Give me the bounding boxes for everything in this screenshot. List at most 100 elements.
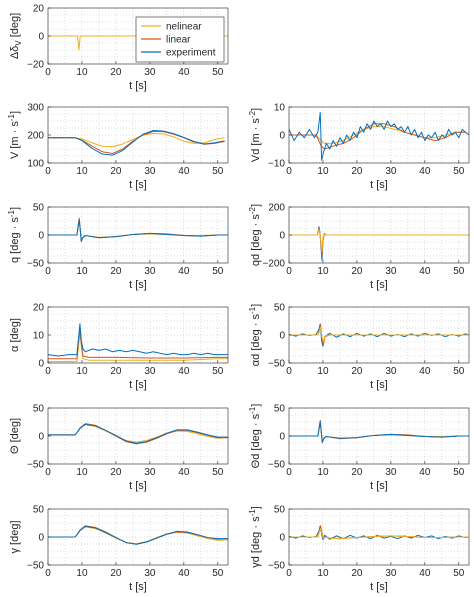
y-tick-label: 0 <box>38 432 44 443</box>
y-axis-label-sup: -1 <box>248 306 257 314</box>
x-axis-label: t [s] <box>370 279 388 291</box>
series-line-nelinear <box>289 228 469 253</box>
y-tick-label: 200 <box>27 131 44 142</box>
y-tick-label: 50 <box>274 505 286 516</box>
y-tick-label: 20 <box>33 4 45 15</box>
x-tick-label: 50 <box>453 467 465 478</box>
y-axis-label: γ [deg] <box>9 520 21 553</box>
subplot-5: 0 10 20 30 40 50 0 10 20 t [s] α [deg] <box>9 303 229 391</box>
y-tick-label: 300 <box>27 103 44 114</box>
x-tick-label: 30 <box>385 366 397 377</box>
series-line-experiment <box>48 219 228 242</box>
x-axis-label: t [s] <box>370 581 388 593</box>
x-tick-label: 10 <box>76 467 88 478</box>
x-tick-label: 30 <box>385 467 397 478</box>
x-tick-label: 20 <box>110 266 122 277</box>
y-axis-label-main: qd [deg · s <box>250 214 262 266</box>
y-tick-label: 50 <box>33 505 45 516</box>
y-tick-label: 0 <box>279 432 285 443</box>
y-tick-label: −50 <box>268 359 285 370</box>
x-tick-label: 40 <box>178 266 190 277</box>
x-tick-label: 50 <box>453 568 465 579</box>
x-tick-label: 20 <box>351 467 363 478</box>
y-tick-label: 0 <box>279 533 285 544</box>
series-group <box>48 423 228 445</box>
x-tick-label: 50 <box>212 568 224 579</box>
x-tick-label: 50 <box>212 366 224 377</box>
y-axis-label: V [m · s-1] <box>7 111 21 159</box>
y-tick-label: 0 <box>38 359 44 370</box>
series-group <box>48 217 228 243</box>
y-axis-label-sup: -2 <box>248 206 257 214</box>
x-tick-label: 0 <box>45 166 51 177</box>
x-tick-label: 10 <box>317 568 329 579</box>
x-tick-label: 50 <box>212 67 224 78</box>
x-tick-label: 30 <box>385 266 397 277</box>
x-tick-label: 20 <box>110 467 122 478</box>
y-axis-label-main: Vd [m · s <box>250 118 262 163</box>
x-tick-label: 40 <box>419 166 431 177</box>
x-tick-label: 10 <box>317 467 329 478</box>
x-tick-label: 10 <box>76 366 88 377</box>
x-axis-label: t [s] <box>129 480 147 492</box>
x-tick-label: 50 <box>212 166 224 177</box>
legend-label-linear: linear <box>166 35 191 46</box>
y-axis-label-sup: -1 <box>248 509 257 517</box>
x-tick-label: 0 <box>286 266 292 277</box>
y-axis-label-end: ] <box>250 506 262 509</box>
y-tick-label: 100 <box>27 159 44 170</box>
y-axis-label-sup: -2 <box>248 110 257 118</box>
x-tick-label: 30 <box>144 568 156 579</box>
y-tick-label: 10 <box>33 331 45 342</box>
x-tick-label: 20 <box>110 366 122 377</box>
series-line-experiment <box>48 130 225 156</box>
x-tick-label: 0 <box>45 266 51 277</box>
x-tick-label: 10 <box>76 67 88 78</box>
x-tick-label: 10 <box>76 266 88 277</box>
series-group <box>48 35 228 51</box>
x-tick-label: 30 <box>144 467 156 478</box>
x-tick-label: 40 <box>419 366 431 377</box>
x-tick-label: 0 <box>45 568 51 579</box>
y-tick-label: 50 <box>274 303 286 314</box>
y-axis-label: α [deg] <box>9 318 21 352</box>
x-axis-label: t [s] <box>370 379 388 391</box>
y-axis-label-main: γd [deg · s <box>250 516 262 568</box>
y-axis-label-end: ] <box>250 404 262 407</box>
y-axis-label-main: V [m · s <box>9 121 21 159</box>
y-tick-label: 50 <box>33 203 45 214</box>
y-axis-label: Θ [deg] <box>9 418 21 454</box>
y-tick-label: 0 <box>279 331 285 342</box>
y-tick-label: −50 <box>268 460 285 471</box>
x-tick-label: 40 <box>178 467 190 478</box>
series-line-nelinear <box>289 326 469 343</box>
y-axis-label-sup: -1 <box>7 210 16 218</box>
x-tick-label: 20 <box>351 166 363 177</box>
y-axis-label: Θd [deg · s-1] <box>248 404 262 469</box>
series-group <box>48 323 228 363</box>
y-tick-label: −50 <box>27 460 44 471</box>
x-tick-label: 20 <box>110 67 122 78</box>
y-tick-label: −50 <box>268 561 285 572</box>
x-tick-label: 20 <box>110 166 122 177</box>
x-tick-label: 0 <box>45 467 51 478</box>
series-line-experiment <box>289 112 469 161</box>
subplot-1: 0 10 20 30 40 50 100 200 300 t [s] V [m · s-1] <box>7 103 229 191</box>
x-tick-label: 30 <box>144 67 156 78</box>
y-tick-label: −50 <box>27 561 44 572</box>
x-tick-label: 0 <box>286 166 292 177</box>
x-tick-label: 0 <box>286 568 292 579</box>
y-axis-label-main: Δδ <box>9 46 21 59</box>
x-tick-label: 40 <box>178 166 190 177</box>
x-tick-label: 20 <box>351 568 363 579</box>
x-tick-label: 30 <box>385 568 397 579</box>
x-tick-label: 40 <box>419 568 431 579</box>
x-tick-label: 50 <box>453 366 465 377</box>
series-line-experiment <box>48 323 228 357</box>
